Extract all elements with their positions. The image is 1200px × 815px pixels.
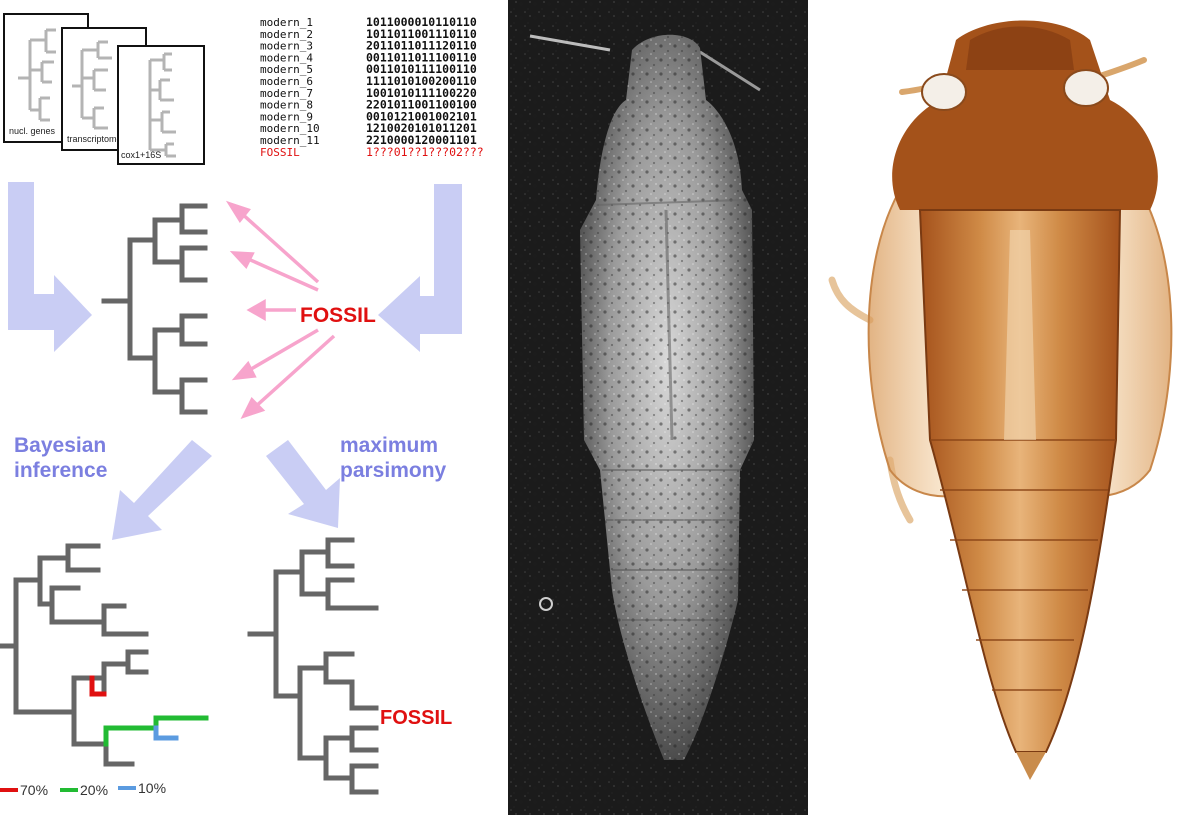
matrix-character-string: 1011011001110110 — [366, 27, 477, 41]
matrix-character-string: 0010121001002101 — [366, 109, 477, 123]
tree-card-cox1-16s: cox1+16S — [117, 45, 205, 165]
matrix-character-string: 1210020101011201 — [366, 121, 477, 135]
fossil-position-10 — [153, 725, 179, 741]
matrix-taxon-name: modern_4 — [260, 51, 313, 64]
matrix-character-string: 1???01??1???02??? — [366, 145, 484, 159]
central-tree — [101, 203, 208, 415]
right-input-arrow — [378, 184, 462, 352]
matrix-character-string: 1011000010110110 — [366, 15, 477, 29]
method-labels: Bayesian inference maximum parsimony — [14, 434, 447, 482]
matrix-taxon-name: modern_11 — [260, 134, 320, 147]
pink-arrow — [231, 328, 319, 381]
pink-arrow — [229, 251, 319, 292]
mp-label-line1: maximum — [340, 434, 438, 457]
matrix-taxon-name: modern_5 — [260, 63, 313, 76]
matrix-taxon-name: modern_6 — [260, 75, 313, 88]
legend-item: 70% — [0, 782, 48, 798]
matrix-character-string: 2210000120001101 — [366, 133, 477, 147]
fossil-mp-label: FOSSIL — [380, 707, 452, 729]
bayesian-fossil-positions — [89, 675, 209, 747]
pink-arrow — [246, 298, 296, 322]
input-tree-cards: nucl. genes transcriptomes cox1+16S — [3, 13, 205, 165]
matrix-character-string: 2011011011120110 — [366, 39, 477, 53]
tree-card-label: transcriptomes — [67, 134, 127, 144]
svg-text:70%: 70% — [20, 782, 48, 798]
parsimony-tree — [247, 537, 379, 795]
input-arrows — [8, 182, 462, 540]
svg-text:10%: 10% — [138, 780, 166, 796]
bayes-down-arrow — [112, 440, 212, 540]
fossil-placement-arrows — [225, 200, 336, 419]
legend-item: 20% — [60, 782, 108, 798]
matrix-character-string: 2201011001100100 — [366, 98, 477, 112]
matrix-taxon-name: modern_2 — [260, 28, 313, 41]
matrix-character-string: 0011011011100110 — [366, 50, 477, 64]
fossil-label: FOSSIL — [300, 304, 376, 327]
character-matrix: modern_1 1011000010110110 modern_2 10110110… — [260, 15, 484, 159]
mp-down-arrow — [266, 440, 340, 528]
tree-card-label: nucl. genes — [9, 126, 56, 136]
modern-beetle-specimen — [828, 20, 1173, 780]
tree-icon — [18, 28, 56, 122]
matrix-taxon-name: modern_9 — [260, 110, 313, 123]
mp-label-line2: parsimony — [340, 459, 447, 482]
matrix-taxon-name: modern_7 — [260, 87, 313, 100]
fossil-position-70 — [89, 675, 107, 697]
bayesian-tree — [0, 543, 149, 767]
svg-text:20%: 20% — [80, 782, 108, 798]
legend-item: 10% — [118, 780, 166, 796]
matrix-taxon-name: modern_3 — [260, 40, 313, 53]
matrix-character-string: 1111010100200110 — [366, 74, 477, 88]
modern-beetle-photo — [818, 0, 1200, 815]
bayes-label-line2: inference — [14, 459, 107, 482]
tree-icon — [148, 52, 176, 158]
pink-arrow — [240, 334, 336, 419]
bayes-label-line1: Bayesian — [14, 434, 106, 457]
fossil-photo — [508, 0, 808, 815]
matrix-taxon-name: modern_1 — [260, 16, 313, 29]
posterior-legend: 70% 20% 10% — [0, 780, 166, 798]
matrix-taxon-name: modern_8 — [260, 99, 313, 112]
pink-arrow — [225, 200, 320, 284]
tree-icon — [72, 40, 112, 130]
left-input-arrow — [8, 182, 92, 352]
matrix-character-string: 0011010111100110 — [366, 62, 477, 76]
matrix-taxon-name: FOSSIL — [260, 146, 300, 159]
matrix-taxon-name: modern_10 — [260, 122, 320, 135]
fossil-specimen — [529, 34, 761, 761]
matrix-character-string: 1001010111100220 — [366, 86, 477, 100]
tree-card-label: cox1+16S — [121, 150, 161, 160]
